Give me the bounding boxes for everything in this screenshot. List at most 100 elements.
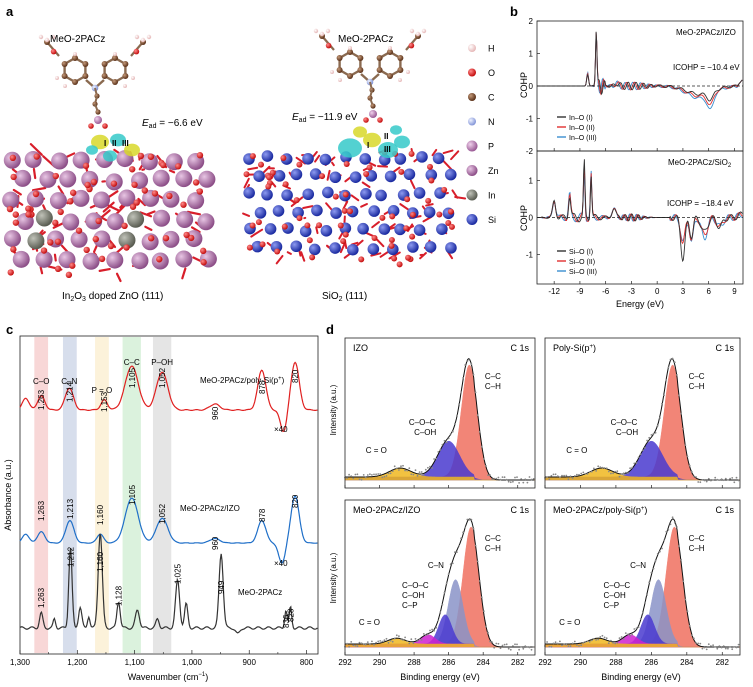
o-atom <box>110 180 118 187</box>
cohp-top-icohp: ICOHP = −10.4 eV <box>673 63 740 72</box>
atom-legend: H O C N P Zn In Si <box>466 44 499 225</box>
band-label: C–N <box>61 377 77 386</box>
label-coc: C–O–C <box>604 581 631 590</box>
label-coc: C–O–C <box>611 418 638 427</box>
xtick-label: 800 <box>300 658 314 667</box>
label-coh: C–OH <box>414 428 436 437</box>
o-atom <box>12 219 20 226</box>
label-co: C = O <box>359 618 380 627</box>
xps-datapoint <box>556 642 559 645</box>
xps-datapoint <box>418 638 421 641</box>
o-atom <box>293 197 300 204</box>
xps-datapoint <box>532 478 535 480</box>
zn-atom <box>24 151 42 169</box>
c-atom <box>72 79 78 85</box>
xps-datapoint <box>648 436 651 439</box>
si-atom <box>272 205 285 217</box>
multiplier-red: ×40 <box>274 425 288 434</box>
xps-datapoint <box>487 474 489 477</box>
xps-datapoint <box>622 472 625 475</box>
o-atom <box>304 222 311 229</box>
c-atom <box>370 103 376 109</box>
ytick-label-top: 1 <box>529 50 534 59</box>
xps-datapoint <box>701 479 704 481</box>
xps-datapoint <box>644 447 646 449</box>
ytick-label-bottom: -1 <box>526 250 534 259</box>
xtick-label: 9 <box>732 287 737 296</box>
si-atom <box>290 240 303 253</box>
panel-letter-b: b <box>510 4 518 19</box>
bond <box>102 201 115 213</box>
xps-datapoint <box>509 648 512 651</box>
o-atom <box>403 225 410 232</box>
xps-title: Poly-Si(p+) <box>553 343 596 353</box>
o-atom <box>332 193 339 200</box>
xps-datapoint <box>616 470 619 473</box>
h-atom <box>44 37 50 43</box>
xps-datapoint <box>714 476 717 479</box>
o-atom <box>425 197 432 204</box>
xps-datapoint <box>406 469 409 472</box>
c-atom <box>122 73 129 79</box>
peak-label: 878 <box>258 380 267 394</box>
si-atom <box>436 223 448 235</box>
xps-datapoint <box>678 545 680 547</box>
xps-datapoint <box>518 648 520 651</box>
si-atom <box>308 243 321 256</box>
o-atom <box>296 161 303 168</box>
label-coc: C–O–C <box>402 581 429 590</box>
o-atom <box>346 208 353 215</box>
bond <box>168 169 176 174</box>
peak-label: 1,160 <box>96 551 105 572</box>
c-atom <box>95 109 101 115</box>
o-atom <box>266 174 273 181</box>
h-atom <box>140 37 146 43</box>
charge-density <box>394 135 410 149</box>
bond <box>247 166 259 171</box>
peak-label: 828 <box>286 608 295 622</box>
xps-datapoint <box>618 637 621 639</box>
xps-datapoint <box>366 474 369 476</box>
xps-envelope <box>345 518 535 648</box>
xps-subpanel-0: IZO C 1s C–CC–H C–O–CC–OH C = O <box>344 337 536 489</box>
xps-datapoint <box>690 634 693 637</box>
si-atom <box>375 189 387 202</box>
si-atom <box>359 153 372 165</box>
xps-datapoint <box>622 638 625 640</box>
o-atom <box>82 162 90 170</box>
label-coh: C–OH <box>402 591 424 600</box>
xps-datapoint <box>532 646 535 648</box>
si-atom <box>330 207 342 219</box>
o-atom <box>54 265 62 273</box>
bond <box>409 179 416 190</box>
legend-item: Si–O (I) <box>569 249 593 256</box>
xps-datapoint <box>393 465 396 468</box>
xps-datapoint <box>678 394 680 397</box>
xps-datapoint <box>485 464 487 467</box>
xps-datapoint <box>414 638 417 640</box>
xps-datapoint <box>458 544 460 547</box>
xps-datapoint <box>416 474 419 477</box>
xps-datapoint <box>398 469 400 471</box>
bond <box>186 210 201 216</box>
xtick-label: 900 <box>243 658 257 667</box>
si-atom <box>367 243 380 255</box>
xps-datapoint <box>735 476 738 479</box>
xps-datapoint <box>682 580 685 583</box>
xps-datapoint <box>385 475 388 477</box>
trace-izo <box>19 495 318 564</box>
zn-atom <box>3 230 21 248</box>
xps-datapoint <box>509 481 512 484</box>
xps-datapoint <box>680 558 682 561</box>
xps-datapoint <box>404 636 406 639</box>
xps-datapoint <box>620 636 623 638</box>
zn-atom <box>26 190 44 208</box>
h-atom <box>409 28 415 34</box>
xps-datapoint <box>408 642 411 645</box>
o-atom <box>274 248 281 255</box>
xps-datapoint <box>716 647 719 650</box>
xps-datapoint <box>718 645 721 647</box>
xps-datapoint <box>398 635 400 638</box>
xps-datapoint <box>393 637 396 640</box>
bond <box>379 251 389 258</box>
